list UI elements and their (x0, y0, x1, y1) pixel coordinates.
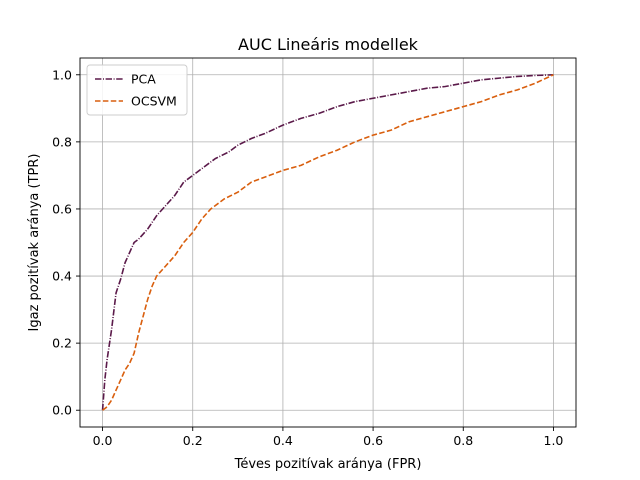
x-tick-label: 0.2 (183, 433, 203, 448)
legend-label-ocsvm: OCSVM (131, 94, 177, 109)
chart-title: AUC Lineáris modellek (238, 35, 419, 54)
x-tick-label: 0.4 (273, 433, 293, 448)
y-tick-label: 1.0 (52, 67, 72, 82)
legend-label-pca: PCA (131, 72, 156, 87)
plot-lines (101, 73, 554, 411)
y-tick-label: 0.4 (52, 269, 72, 284)
y-tick-label: 0.8 (52, 134, 72, 149)
axis-ticks: 0.0 0.2 0.4 0.6 0.8 1.0 0.0 0.2 0.4 0.6 0.8 1.0 (52, 67, 563, 448)
x-tick-label: 0.0 (93, 433, 113, 448)
x-tick-label: 1.0 (544, 433, 564, 448)
legend: PCA OCSVM (86, 64, 188, 116)
legend-box (86, 64, 188, 116)
x-tick-label: 0.8 (453, 433, 473, 448)
y-tick-label: 0.0 (52, 403, 72, 418)
x-tick-label: 0.6 (363, 433, 383, 448)
y-tick-label: 0.6 (52, 201, 72, 216)
y-axis-label: Igaz pozitívak aránya (TPR) (27, 154, 42, 332)
series-line-pca (101, 73, 554, 411)
y-tick-label: 0.2 (52, 336, 72, 351)
x-axis-label: Téves pozitívak aránya (FPR) (234, 457, 422, 472)
plot-frame (79, 57, 577, 428)
series-line-ocsvm (102, 74, 554, 411)
